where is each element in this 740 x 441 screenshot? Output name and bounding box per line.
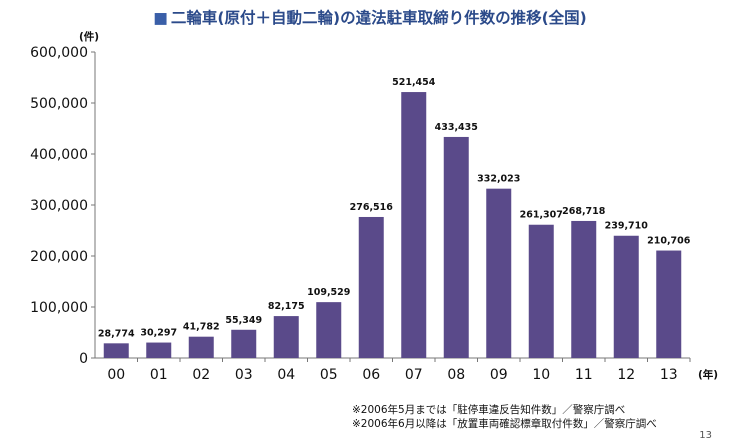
bar (146, 342, 172, 358)
bar (486, 188, 512, 358)
bars (103, 92, 682, 358)
data-label: 28,774 (98, 328, 135, 339)
page-number: 13 (699, 430, 712, 441)
source-note-2: ※2006年6月以降は「放置車両確認標章取付件数」／警察庁調べ (352, 418, 657, 430)
x-tick-label: 09 (490, 367, 508, 383)
x-tick-label: 06 (362, 367, 380, 383)
data-label: 41,782 (183, 322, 220, 333)
y-tick-label: 200,000 (30, 249, 88, 265)
data-label: 521,454 (392, 77, 436, 88)
bar (316, 302, 342, 358)
x-tick-label: 13 (660, 367, 678, 383)
data-label: 332,023 (477, 174, 520, 185)
data-label: 261,307 (520, 210, 563, 221)
data-label: 82,175 (268, 301, 305, 312)
source-note-1: ※2006年5月までは「駐停車違反告知件数」／警察庁調べ (352, 404, 626, 416)
data-label: 268,718 (562, 206, 606, 217)
bar (613, 235, 639, 358)
y-tick-label: 0 (79, 351, 88, 367)
x-axis: 00 01 02 03 04 05 06 07 08 09 10 11 12 13 (95, 357, 691, 383)
bar (358, 216, 384, 358)
y-tick-label: 400,000 (30, 147, 88, 163)
x-tick-label: 01 (150, 367, 168, 383)
data-label: 239,710 (605, 221, 649, 232)
title-square-icon: ■ (153, 9, 168, 27)
bar (528, 224, 554, 358)
data-label: 276,516 (350, 202, 394, 213)
y-tick-label: 100,000 (30, 300, 88, 316)
y-tick-label: 300,000 (30, 198, 88, 214)
x-tick-label: 03 (235, 367, 253, 383)
chart-title: ■ 二輪車(原付＋自動二輪)の違法駐車取締り件数の推移(全国) (0, 6, 740, 28)
bar (571, 220, 597, 358)
x-tick-label: 02 (192, 367, 210, 383)
y-tick-label: 500,000 (30, 96, 88, 112)
data-label: 109,529 (307, 287, 350, 298)
bar (103, 343, 129, 358)
source-notes: ※2006年5月までは「駐停車違反告知件数」／警察庁調べ ※2006年6月以降は… (352, 403, 657, 431)
data-label: 210,706 (647, 236, 691, 247)
bar (188, 336, 214, 358)
x-axis-unit-label: (年) (698, 368, 718, 381)
bar (443, 136, 469, 358)
bar (656, 250, 682, 358)
title-text: 二輪車(原付＋自動二輪)の違法駐車取締り件数の推移(全国) (170, 9, 587, 27)
data-label: 433,435 (435, 122, 478, 133)
x-tick-label: 11 (575, 367, 593, 383)
x-tick-label: 05 (320, 367, 338, 383)
y-tick-label: 600,000 (30, 45, 88, 61)
x-tick-label: 08 (447, 367, 465, 383)
x-tick-label: 10 (532, 367, 550, 383)
bar (401, 92, 427, 358)
x-tick-label: 04 (277, 367, 295, 383)
bar (273, 316, 299, 358)
data-label: 30,297 (140, 328, 177, 339)
data-label: 55,349 (225, 315, 262, 326)
bar (231, 329, 257, 358)
x-tick-label: 00 (107, 367, 125, 383)
x-tick-label: 12 (617, 367, 635, 383)
y-axis: 0 100,000 200,000 300,000 400,000 500,000 600,… (30, 45, 96, 367)
x-tick-label: 07 (405, 367, 423, 383)
y-axis-unit-label: (件) (79, 30, 99, 43)
